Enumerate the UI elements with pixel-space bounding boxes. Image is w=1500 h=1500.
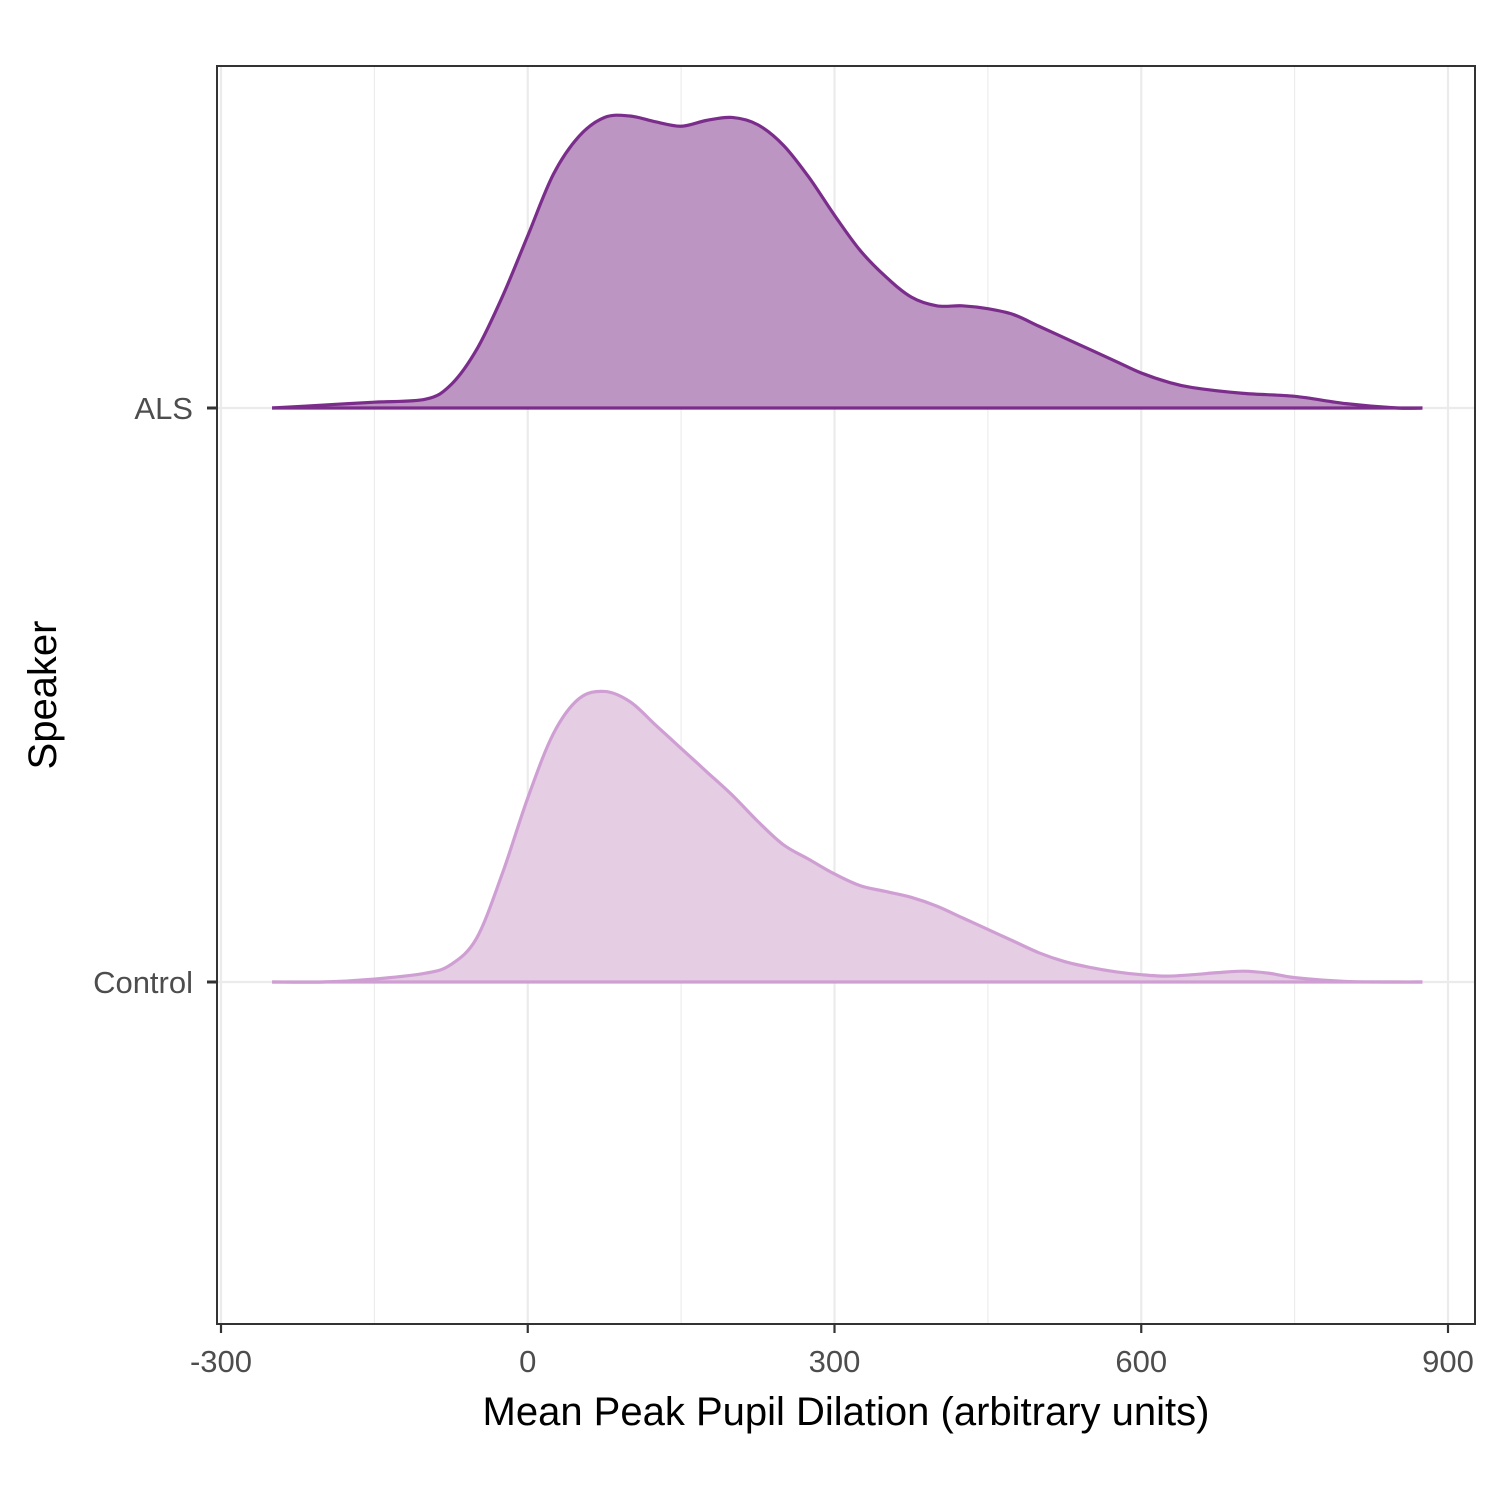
density-area-control — [272, 691, 1423, 983]
x-tick-label: 0 — [519, 1344, 536, 1379]
x-tick-label: -300 — [190, 1344, 252, 1379]
axes: -300 0 300 600 900 ALS Control — [93, 391, 1474, 1379]
y-tick-label: ALS — [134, 391, 193, 426]
x-tick-label: 600 — [1115, 1344, 1167, 1379]
x-tick-label: 300 — [809, 1344, 861, 1379]
y-tick-label: Control — [93, 965, 193, 1000]
x-tick-label: 900 — [1422, 1344, 1474, 1379]
density-line-control — [272, 689, 1423, 984]
density-line-als — [272, 113, 1423, 410]
density-ridges — [272, 113, 1423, 984]
x-axis-title: Mean Peak Pupil Dilation (arbitrary unit… — [483, 1390, 1210, 1434]
plot-border — [216, 65, 1476, 1325]
y-axis-title: Speaker — [21, 621, 65, 770]
density-area-als — [272, 115, 1423, 409]
